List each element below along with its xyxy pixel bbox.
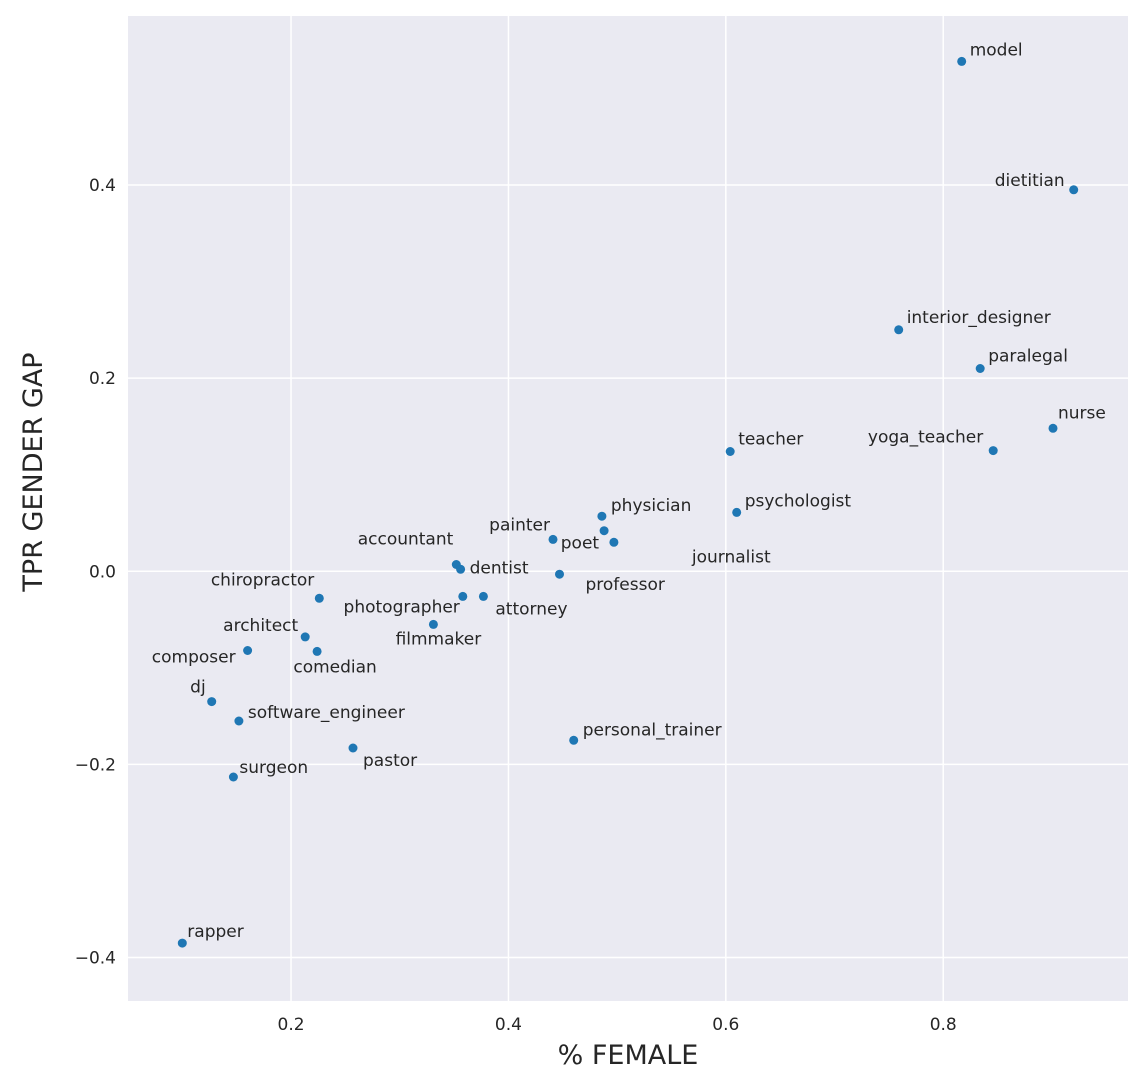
y-tick-label-0.4: 0.4 xyxy=(89,176,116,196)
point-filmmaker xyxy=(428,619,438,629)
point-label-software_engineer: software_engineer xyxy=(248,703,405,723)
point-attorney xyxy=(478,591,488,601)
point-label-comedian: comedian xyxy=(293,657,376,677)
x-tick-label-0.4: 0.4 xyxy=(495,1015,522,1035)
point-paralegal xyxy=(975,364,985,373)
point-label-personal_trainer: personal_trainer xyxy=(583,720,722,740)
point-nurse xyxy=(1048,423,1058,433)
y-axis-label: TPR GENDER GAP xyxy=(18,352,49,592)
point-label-attorney: attorney xyxy=(495,599,567,619)
point-personal_trainer xyxy=(569,735,579,745)
point-chiropractor xyxy=(314,593,324,603)
point-psychologist xyxy=(732,507,742,517)
point-label-psychologist: psychologist xyxy=(745,491,852,511)
point-label-teacher: teacher xyxy=(738,430,803,450)
y-tick-label-−0.2: −0.2 xyxy=(75,755,116,775)
point-label-dietitian: dietitian xyxy=(995,171,1065,191)
point-label-composer: composer xyxy=(152,648,236,668)
point-label-professor: professor xyxy=(586,575,665,595)
point-label-architect: architect xyxy=(223,616,298,636)
point-label-yoga_teacher: yoga_teacher xyxy=(868,428,983,448)
point-professor xyxy=(555,569,564,579)
point-rapper xyxy=(177,938,187,948)
point-label-interior_designer: interior_designer xyxy=(907,308,1051,328)
point-label-poet: poet xyxy=(561,534,600,554)
point-photographer xyxy=(458,591,468,601)
point-painter xyxy=(548,534,558,544)
point-label-surgeon: surgeon xyxy=(239,758,308,778)
point-dj xyxy=(207,697,217,707)
point-label-filmmaker: filmmaker xyxy=(396,629,482,649)
x-tick-label-0.8: 0.8 xyxy=(930,1015,957,1035)
point-pastor xyxy=(348,743,358,753)
chart-root: 0.2 0.4 0.6 0.8 −0.4 −0.2 0.0 0.2 0.4 model dietit… xyxy=(75,16,1128,1035)
point-software_engineer xyxy=(234,716,244,726)
point-label-journalist: journalist xyxy=(691,547,771,567)
point-label-accountant: accountant xyxy=(358,530,454,550)
point-label-nurse: nurse xyxy=(1058,403,1106,423)
x-tick-label-0.2: 0.2 xyxy=(278,1015,305,1035)
point-label-dentist: dentist xyxy=(470,558,529,578)
point-physician xyxy=(597,511,607,521)
point-label-physician: physician xyxy=(611,496,691,516)
point-dietitian xyxy=(1069,185,1079,195)
point-label-rapper: rapper xyxy=(187,922,243,942)
x-axis-label: % FEMALE xyxy=(558,1040,699,1071)
point-surgeon xyxy=(228,772,238,782)
point-label-chiropractor: chiropractor xyxy=(211,570,314,590)
point-comedian xyxy=(312,646,322,656)
point-label-dj: dj xyxy=(190,678,206,698)
point-poet xyxy=(599,526,609,536)
point-yoga_teacher xyxy=(988,446,998,456)
y-tick-label-0.2: 0.2 xyxy=(89,369,116,389)
y-tick-label-−0.4: −0.4 xyxy=(75,949,116,969)
point-teacher xyxy=(725,447,735,456)
point-interior_designer xyxy=(894,325,904,335)
y-tick-label-0.0: 0.0 xyxy=(89,562,116,582)
point-label-model: model xyxy=(970,40,1023,60)
point-label-pastor: pastor xyxy=(363,751,417,771)
x-tick-label-0.6: 0.6 xyxy=(712,1015,739,1035)
point-architect xyxy=(300,632,310,642)
point-dentist xyxy=(456,564,466,574)
plot-area xyxy=(128,16,1128,1001)
point-model xyxy=(957,56,967,66)
point-label-photographer: photographer xyxy=(344,597,460,617)
point-label-paralegal: paralegal xyxy=(988,347,1068,367)
point-composer xyxy=(243,646,253,655)
point-journalist xyxy=(609,537,619,547)
point-label-painter: painter xyxy=(489,515,550,535)
